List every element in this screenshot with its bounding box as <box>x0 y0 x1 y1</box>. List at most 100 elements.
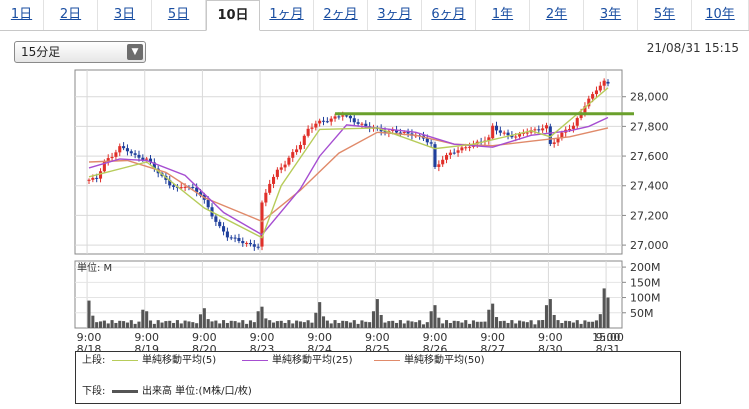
volume-bar <box>533 324 537 328</box>
candle-body <box>491 125 495 139</box>
tab-3[interactable]: 5日 <box>152 0 206 30</box>
volume-bar <box>218 323 222 328</box>
candle-body <box>460 147 464 151</box>
candle-body <box>594 90 599 95</box>
volume-bar <box>106 323 110 328</box>
volume-bar <box>333 320 337 328</box>
volume-bar <box>425 322 429 328</box>
candle-body <box>391 129 395 131</box>
sma25-line <box>88 116 609 236</box>
volume-bar <box>122 321 126 328</box>
volume-bar <box>271 322 276 328</box>
volume-bar <box>279 320 283 328</box>
candle-body <box>548 126 552 144</box>
volume-bar <box>525 322 529 328</box>
volume-bar <box>548 299 552 328</box>
volume-bar <box>529 320 533 328</box>
legend-lower-label: 下段: <box>82 386 106 397</box>
volume-bar <box>591 321 595 328</box>
volume-bar <box>564 320 568 328</box>
candle-body <box>533 129 537 131</box>
candle-body <box>172 185 176 187</box>
tab-10[interactable]: 2年 <box>530 0 584 30</box>
candle-body <box>441 159 445 165</box>
candle-body <box>233 237 237 239</box>
candle-body <box>583 106 587 113</box>
volume-bar <box>506 322 510 328</box>
volume-bar <box>414 322 418 328</box>
volume-bar <box>594 320 599 328</box>
candle-body <box>521 132 525 134</box>
candle-body <box>122 146 126 149</box>
tab-6[interactable]: 2ヶ月 <box>314 0 368 30</box>
volume-bar <box>552 314 556 328</box>
legend-item-volume: 出来高 単位:(M株/口/枚) <box>112 385 252 399</box>
tab-4[interactable]: 10日 <box>206 0 260 31</box>
volume-bar <box>179 323 183 328</box>
tab-11[interactable]: 3年 <box>584 0 638 30</box>
volume-bar <box>498 321 502 328</box>
volume-bar <box>118 320 122 328</box>
candle-body <box>437 164 441 167</box>
chevron-down-icon[interactable]: ▼ <box>127 44 143 60</box>
volume-bar <box>518 320 522 328</box>
tab-0[interactable]: 1日 <box>0 0 44 30</box>
sma5-line <box>88 87 609 239</box>
volume-bar <box>502 320 506 328</box>
candle-body <box>256 246 260 248</box>
tab-8[interactable]: 6ヶ月 <box>422 0 476 30</box>
price-tick-label-3: 27,400 <box>630 180 669 193</box>
volume-bar <box>91 315 95 328</box>
candle-body <box>518 133 522 137</box>
candle-body <box>464 147 468 149</box>
candle-body <box>245 242 249 244</box>
candle-body <box>325 121 329 123</box>
volume-bar <box>295 320 299 328</box>
volume-bar <box>283 322 287 328</box>
tab-9[interactable]: 1年 <box>476 0 530 30</box>
candle-body <box>87 179 91 181</box>
volume-bar <box>110 320 114 328</box>
candle-body <box>329 118 333 122</box>
tab-13[interactable]: 10年 <box>692 0 749 30</box>
candle-body <box>337 116 341 118</box>
x-tick-time-5: 9:00 <box>365 331 390 344</box>
period-tabs: 1日 2日 3日 5日 10日 1ヶ月 2ヶ月 3ヶ月 6ヶ月 1年 2年 3年 5年 10年 <box>0 0 749 31</box>
candle-body <box>302 135 306 146</box>
volume-bar <box>406 320 410 328</box>
candle-body <box>206 199 210 208</box>
volume-bar <box>583 320 587 328</box>
candle-body <box>125 148 129 152</box>
legend-item-sma25: 単純移動平均(25) <box>242 354 353 368</box>
candle-body <box>98 171 103 179</box>
volume-bar <box>410 321 414 328</box>
candle-body <box>148 158 153 163</box>
tab-7[interactable]: 3ヶ月 <box>368 0 422 30</box>
tab-12[interactable]: 5年 <box>638 0 692 30</box>
volume-bar <box>575 320 579 328</box>
candle-body <box>248 242 253 245</box>
volume-bar <box>364 321 368 328</box>
interval-select-value: 15分足 <box>21 45 61 59</box>
volume-bar <box>183 320 187 328</box>
interval-select[interactable]: 15分足 ▼ <box>14 41 146 63</box>
volume-bar <box>544 305 549 328</box>
volume-bar <box>464 320 468 328</box>
candle-body <box>398 132 402 134</box>
candle-body <box>364 123 368 127</box>
tab-2[interactable]: 3日 <box>98 0 152 30</box>
x-tick-time-10: 15:00 <box>592 331 624 344</box>
volume-bar <box>371 311 376 328</box>
candle-body <box>356 122 360 124</box>
candle-body <box>560 132 564 139</box>
x-tick-date-6: 8/26 <box>423 343 448 351</box>
volume-bar <box>137 321 141 328</box>
candle-body <box>525 132 529 134</box>
volume-bar <box>222 320 226 328</box>
tab-5[interactable]: 1ヶ月 <box>260 0 314 30</box>
volume-bar <box>475 321 479 328</box>
volume-bar <box>356 323 360 328</box>
candle-body <box>487 137 491 141</box>
tab-1[interactable]: 2日 <box>44 0 98 30</box>
candle-body <box>191 186 195 188</box>
